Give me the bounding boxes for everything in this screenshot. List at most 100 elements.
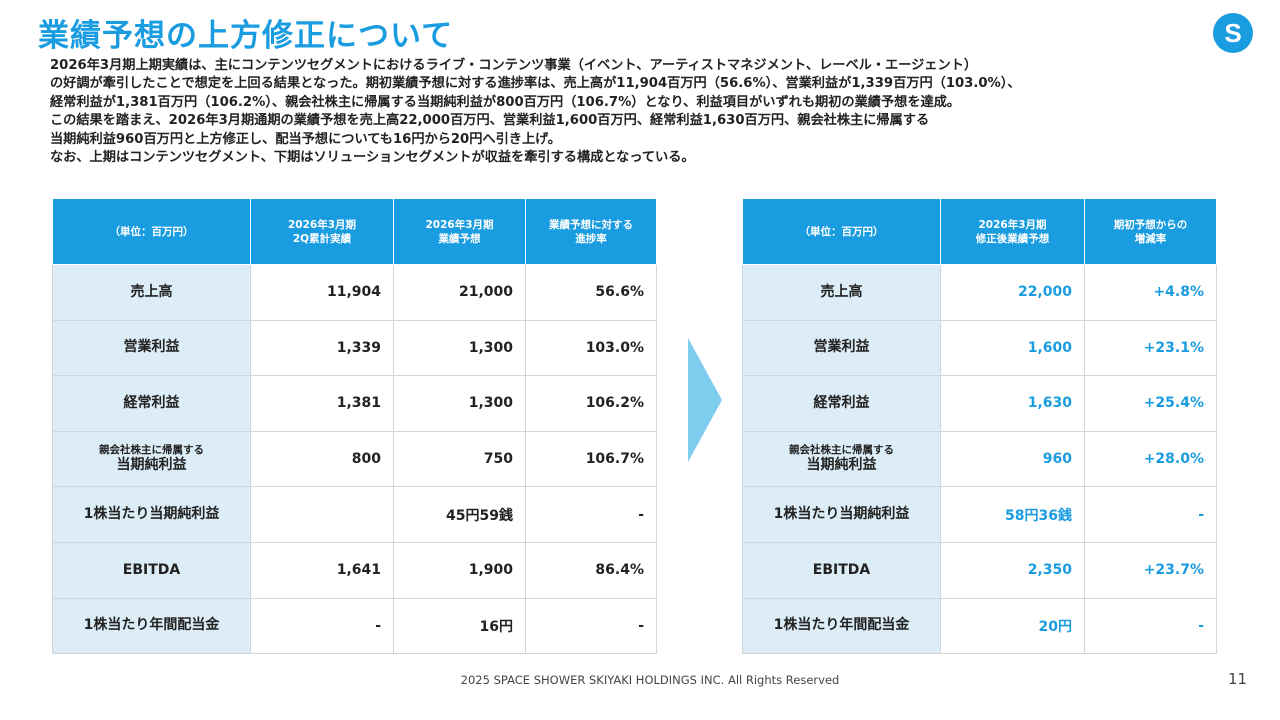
value-cell: 103.0% [525,319,657,377]
right-header-cell: （単位：百万円） [742,198,941,265]
value-cell: - [525,486,657,543]
summary-line: 当期純利益960百万円と上方修正し、配当予想についても16円から20円へ引き上げ… [50,131,561,147]
copyright-footer: 2025 SPACE SHOWER SKIYAKI HOLDINGS INC. … [460,673,840,687]
row-label-text: 当期純利益 [116,457,187,474]
row-label: 営業利益 [52,319,251,377]
row-label-text: 売上高 [130,283,173,300]
value-cell: 1,300 [393,319,526,377]
table-row: 営業利益 1,339 1,300 103.0% [52,319,657,377]
row-label-prefix: 親会社株主に帰属する [99,444,204,457]
row-label: 経常利益 [742,375,941,432]
value-cell: 1,641 [250,541,394,599]
row-label-text: EBITDA [122,561,181,578]
value-cell: +23.7% [1084,541,1217,599]
company-logo-icon: S [1213,13,1253,53]
row-label-text: 営業利益 [813,339,870,356]
value-cell: 106.2% [525,375,657,432]
row-label: 売上高 [742,264,941,321]
row-label: 1株当たり当期純利益 [52,486,251,543]
row-label: 1株当たり年間配当金 [742,597,941,655]
value-cell: - [1084,486,1217,543]
summary-line: 2026年3月期上期実績は、主にコンテンツセグメントにおけるライブ・コンテンツ事… [50,58,978,73]
value-cell: +25.4% [1084,375,1217,432]
table-row: 経常利益 1,630 +25.4% [742,375,1217,432]
value-cell [250,486,394,543]
value-cell: 11,904 [250,264,394,321]
summary-line: の好調が牽引したことで想定を上回る結果となった。期初業績予想に対する進捗率は、売… [50,76,1021,92]
row-label-text: 経常利益 [123,394,180,411]
row-label: 営業利益 [742,319,941,377]
value-cell: 1,339 [250,319,394,377]
right-header-cell: 2026年3月期 修正後業績予想 [940,198,1085,265]
row-label: 親会社株主に帰属する 当期純利益 [52,430,251,488]
row-label-text: 1株当たり年間配当金 [773,617,910,634]
page-title: 業績予想の上方修正について [38,18,454,54]
row-label-text: 1株当たり年間配当金 [83,617,220,634]
row-label: 経常利益 [52,375,251,432]
revised-forecast-table: （単位：百万円） 2026年3月期 修正後業績予想 期初予想からの 増減率 売上高 2… [742,198,1217,655]
right-arrow-icon [688,338,722,462]
table-row: 経常利益 1,381 1,300 106.2% [52,375,657,432]
row-label: 1株当たり当期純利益 [742,486,941,543]
value-cell: 58円36銭 [940,486,1085,543]
table-row: 親会社株主に帰属する 当期純利益 960 +28.0% [742,430,1217,488]
value-cell: 56.6% [525,264,657,321]
value-cell: 16円 [393,597,526,655]
table-row: EBITDA 1,641 1,900 86.4% [52,541,657,599]
table-row: 売上高 22,000 +4.8% [742,264,1217,321]
table-row: 1株当たり当期純利益 58円36銭 - [742,486,1217,543]
row-label-text: 1株当たり当期純利益 [773,506,910,523]
value-cell: - [250,597,394,655]
table-row: 親会社株主に帰属する 当期純利益 800 750 106.7% [52,430,657,488]
table-row: 営業利益 1,600 +23.1% [742,319,1217,377]
value-cell: - [525,597,657,655]
value-cell: - [1084,597,1217,655]
row-label-text: EBITDA [812,561,871,578]
row-label: EBITDA [742,541,941,599]
value-cell: 1,900 [393,541,526,599]
row-label-text: 当期純利益 [806,457,877,474]
value-cell: 106.7% [525,430,657,488]
row-label: 売上高 [52,264,251,321]
value-cell: 960 [940,430,1085,488]
value-cell: 22,000 [940,264,1085,321]
summary-line: なお、上期はコンテンツセグメント、下期はソリューションセグメントが収益を牽引する… [50,150,695,166]
row-label-text: 売上高 [820,283,863,300]
left-header-cell: 業績予想に対する 進捗率 [525,198,657,265]
row-label-prefix: 親会社株主に帰属する [789,444,894,457]
value-cell: +23.1% [1084,319,1217,377]
left-header-cell: （単位：百万円） [52,198,251,265]
value-cell: 800 [250,430,394,488]
row-label: EBITDA [52,541,251,599]
value-cell: 1,381 [250,375,394,432]
table-row: 1株当たり当期純利益 45円59銭 - [52,486,657,543]
initial-forecast-table: （単位：百万円） 2026年3月期 2Q累計実績 2026年3月期 業績予想 業績予想… [52,198,657,655]
row-label-text: 営業利益 [123,339,180,356]
value-cell: 750 [393,430,526,488]
table-row: 1株当たり年間配当金 -16円 - [52,597,657,655]
value-cell: +28.0% [1084,430,1217,488]
value-cell: 1,300 [393,375,526,432]
summary-line: この結果を踏まえ、2026年3月期通期の業績予想を売上高22,000百万円、営業… [50,113,930,129]
left-header-cell: 2026年3月期 業績予想 [393,198,526,265]
table-row: 売上高 11,904 21,000 56.6% [52,264,657,321]
value-cell: 20円 [940,597,1085,655]
value-cell: 21,000 [393,264,526,321]
row-label: 1株当たり年間配当金 [52,597,251,655]
logo-letter: S [1224,18,1241,48]
value-cell: +4.8% [1084,264,1217,321]
summary-text: 2026年3月期上期実績は、主にコンテンツセグメントにおけるライブ・コンテンツ事… [50,57,1250,167]
table-row: EBITDA 2,350 +23.7% [742,541,1217,599]
value-cell: 86.4% [525,541,657,599]
right-header-cell: 期初予想からの 増減率 [1084,198,1217,265]
row-label-text: 経常利益 [813,394,870,411]
value-cell: 2,350 [940,541,1085,599]
row-label: 親会社株主に帰属する 当期純利益 [742,430,941,488]
left-header-cell: 2026年3月期 2Q累計実績 [250,198,394,265]
table-row: 1株当たり年間配当金 20円 - [742,597,1217,655]
summary-line: 経常利益が1,381百万円（106.2%）、親会社株主に帰属する当期純利益が80… [50,94,961,110]
row-label-text: 1株当たり当期純利益 [83,506,220,523]
value-cell: 1,630 [940,375,1085,432]
value-cell: 1,600 [940,319,1085,377]
page-number: 11 [1228,670,1248,688]
